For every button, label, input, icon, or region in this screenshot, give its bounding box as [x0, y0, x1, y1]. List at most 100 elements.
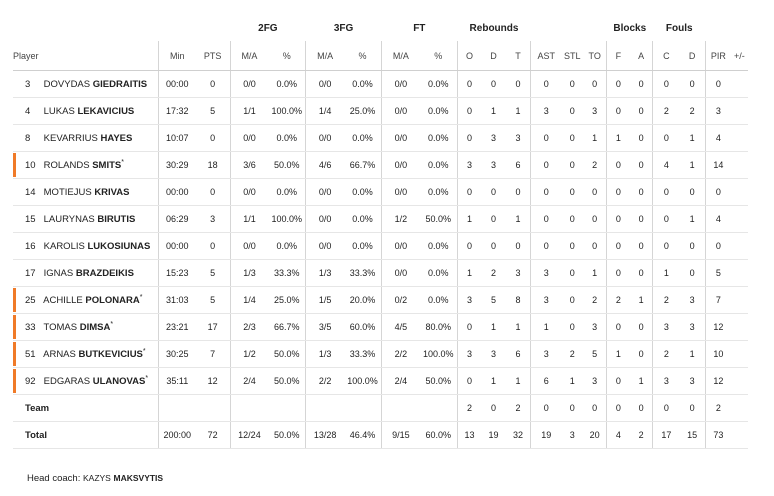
cell-stl: 0 [561, 151, 584, 179]
player-last-name: KRIVAS [94, 186, 130, 198]
starter-mark: * [121, 158, 124, 166]
group-blocks: Blocks [613, 23, 647, 34]
cell-pir: 3 [704, 97, 731, 125]
cell-to: 3 [583, 367, 607, 395]
cell-ba: 0 [629, 97, 653, 125]
cell-d: 0 [481, 178, 506, 206]
cell-stl: 0 [561, 124, 584, 152]
cell-fg2-ma: 12/24 [229, 421, 269, 449]
cell-pm [730, 313, 748, 341]
cell-fd: 0 [679, 232, 706, 260]
cell-to: 0 [583, 205, 607, 233]
cell-ft-pct: 0.0% [419, 97, 458, 125]
cell-ast: 0 [530, 205, 562, 233]
cell-fg3-ma: 3/5 [305, 313, 345, 341]
cell-t: 2 [505, 394, 531, 422]
player-row: 10 ROLANDS SMITS* 30:29 18 3/6 50.0% 4/6 66.7%… [13, 151, 748, 179]
cell-o: 0 [456, 124, 482, 152]
cell-pts: 5 [195, 286, 231, 314]
cell-d: 1 [481, 367, 506, 395]
cell-ft-pct: 0.0% [419, 124, 458, 152]
cell-o: 0 [456, 70, 482, 98]
cell-pir: 5 [704, 259, 731, 287]
cell-o: 2 [456, 394, 482, 422]
player-number: 16 [25, 240, 36, 252]
total-row: Total 200:00 72 12/24 50.0% 13/28 46.4% 9/15 60.… [13, 421, 748, 449]
player-first-name: KEVARRIUS [43, 132, 98, 144]
cell-fd: 3 [679, 313, 706, 341]
player-cell: 33 TOMAS DIMSA* [13, 313, 159, 341]
cell-bf: 0 [606, 313, 630, 341]
player-cell: 10 ROLANDS SMITS* [13, 151, 159, 179]
starter-mark: * [145, 374, 149, 382]
cell-t: 0 [505, 178, 531, 206]
cell-bf: 2 [606, 286, 630, 314]
cell-to: 2 [583, 151, 607, 179]
cell-min: 00:00 [157, 232, 196, 260]
player-number: 3 [25, 78, 31, 90]
cell-t: 1 [505, 313, 531, 341]
cell-o: 0 [456, 97, 482, 125]
player-first-name: ROLANDS [43, 160, 90, 172]
cell-ft-pct: 0.0% [419, 286, 458, 314]
cell-fg3-ma: 0/0 [305, 205, 345, 233]
cell-ft-ma: 0/0 [380, 97, 420, 125]
cell-to: 3 [583, 97, 607, 125]
cell-stl: 0 [561, 97, 584, 125]
cell-t: 0 [505, 70, 531, 98]
cell-fg3-ma: 1/3 [305, 259, 345, 287]
cell-fd: 2 [679, 97, 706, 125]
player-cell: 25 ACHILLE POLONARA* [13, 286, 159, 314]
cell-ft-ma: 0/0 [380, 178, 420, 206]
cell-ft-pct: 0.0% [419, 70, 458, 98]
cell-fg2-ma: 0/0 [229, 232, 269, 260]
cell-fg3-pct: 20.0% [344, 286, 382, 314]
cell-to: 0 [583, 70, 607, 98]
cell-stl: 0 [561, 205, 584, 233]
cell-pir: 12 [704, 313, 731, 341]
cell-fg3-ma: 1/5 [305, 286, 345, 314]
player-first-name: ARNAS [43, 349, 76, 361]
cell-fg2-pct: 0.0% [268, 178, 306, 206]
player-last-name: ULANOVAS [92, 376, 146, 388]
cell-fg3-ma [305, 394, 345, 422]
player-number: 14 [25, 186, 36, 198]
player-cell: 3 DOVYDAS GIEDRAITIS [13, 70, 159, 98]
col-ft-ma: M/A [380, 41, 420, 71]
player-last-name: BUTKEVICIUS [78, 349, 143, 361]
cell-min: 06:29 [157, 205, 196, 233]
cell-ft-pct: 80.0% [419, 313, 458, 341]
col-ft-pct: % [419, 41, 458, 71]
col-fouls-d: D [679, 41, 706, 71]
cell-ba: 0 [629, 313, 653, 341]
player-first-name: IGNAS [43, 267, 74, 279]
player-row: 3 DOVYDAS GIEDRAITIS 00:00 0 0/0 0.0% 0/0 0.0%… [13, 70, 748, 98]
group-fouls: Fouls [665, 23, 693, 34]
cell-stl: 3 [561, 421, 584, 449]
player-first-name: EDGARAS [43, 376, 91, 388]
cell-pm [730, 178, 748, 206]
player-first-name: ACHILLE [43, 295, 83, 307]
cell-bf: 0 [606, 205, 630, 233]
col-player: Player [13, 41, 159, 71]
cell-t: 32 [505, 421, 531, 449]
cell-fg2-pct: 33.3% [268, 259, 306, 287]
cell-pir: 0 [704, 178, 731, 206]
cell-fc: 2 [652, 286, 680, 314]
cell-bf: 0 [606, 97, 630, 125]
cell-fg2-ma: 1/4 [229, 286, 269, 314]
cell-stl: 0 [561, 232, 584, 260]
cell-bf: 0 [606, 394, 630, 422]
cell-bf: 0 [606, 151, 630, 179]
cell-pir: 10 [704, 340, 731, 368]
cell-o: 1 [456, 259, 482, 287]
col-fouls-c: C [652, 41, 680, 71]
starter-mark: * [142, 347, 146, 355]
cell-t: 1 [505, 367, 531, 395]
cell-min: 10:07 [157, 124, 196, 152]
cell-pm [730, 286, 748, 314]
cell-ft-pct: 0.0% [419, 232, 458, 260]
cell-pm [730, 70, 748, 98]
starter-indicator [13, 369, 16, 393]
starter-indicator [13, 288, 16, 312]
